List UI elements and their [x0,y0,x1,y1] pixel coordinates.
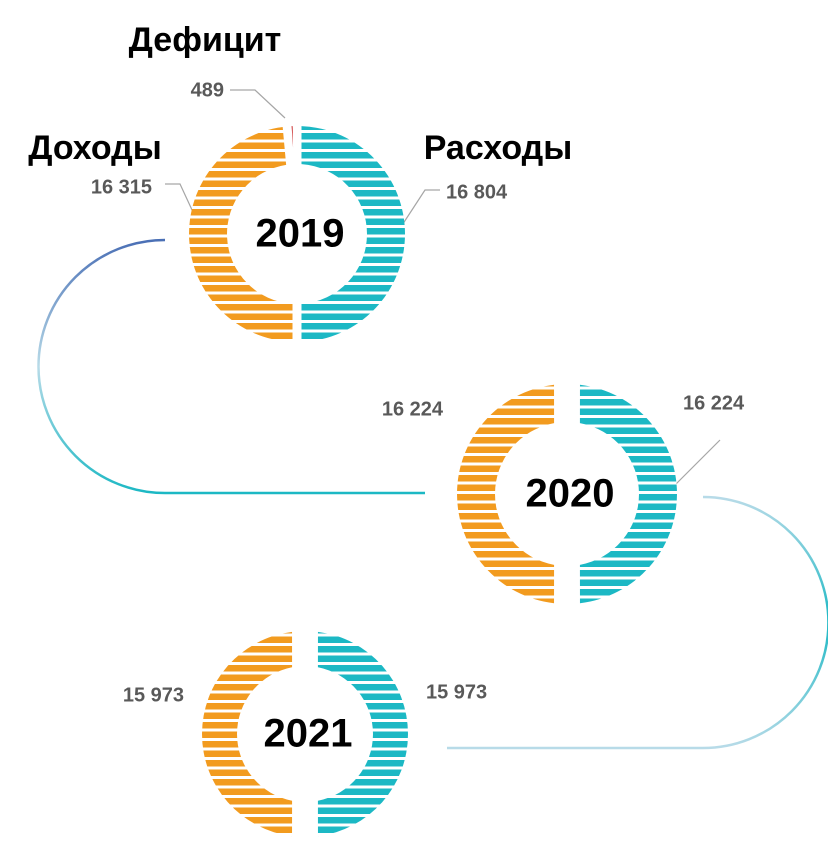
leader-line [394,189,440,237]
value-label: 16 224 [683,392,745,414]
category-label: Дефицит [129,21,282,59]
value-label: 16 224 [382,398,444,420]
connector [37,238,425,495]
donut-slice [579,384,678,604]
donut-slice [456,384,555,604]
donuts: 16 804 Расходы 16 315 Доходы 489 Дефицит 2019 1… [28,21,745,837]
donut-slice [291,126,294,149]
year-label: 2019 [256,212,345,256]
connector [447,495,828,750]
value-label: 489 [191,79,224,101]
category-label: Доходы [28,129,162,167]
value-label: 16 315 [91,176,152,198]
leader-line [671,439,721,489]
value-label: 15 973 [123,684,184,706]
year-label: 2020 [526,472,615,516]
donut-slice [317,631,409,837]
category-label: Расходы [424,129,573,167]
value-label: 15 973 [426,681,487,703]
value-label: 16 804 [446,181,508,203]
donut-slice [189,126,293,342]
donut-slice [301,126,405,342]
year-label: 2021 [264,712,353,756]
donut-slice [201,631,293,837]
leader-line [230,89,286,119]
